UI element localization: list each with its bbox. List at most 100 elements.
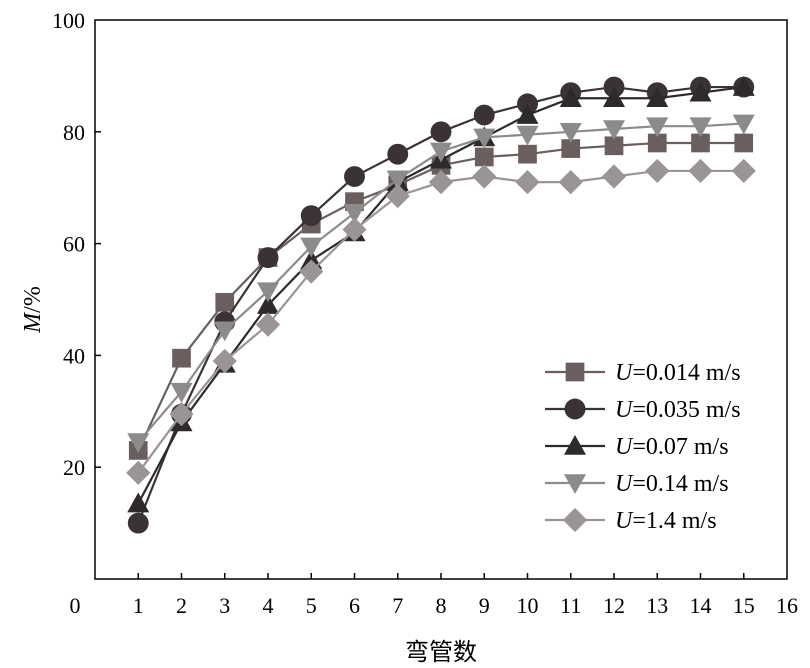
x-tick-label: 9 [479,593,490,618]
data-point [385,183,410,209]
data-point [257,282,279,303]
y-axis-title: M/% [20,286,46,334]
data-point [646,87,669,108]
data-point [212,348,237,374]
data-point [603,87,625,108]
data-point [126,460,151,485]
data-point [215,292,235,312]
data-point [732,76,755,96]
data-point [647,133,667,153]
data-point [732,114,755,135]
data-point [559,123,582,143]
data-point [691,133,710,153]
data-point [731,158,756,184]
data-point [518,144,537,164]
x-tick-label: 15 [733,593,755,618]
data-point [559,87,582,108]
data-point [344,166,365,187]
series-group [126,76,756,534]
legend-entry: U=0.014 m/s [545,360,741,386]
data-point [342,217,367,242]
legend-marker [565,362,585,382]
data-point [255,312,281,337]
x-tick-label: 4 [263,593,274,618]
data-point [561,139,581,158]
legend-entry: U=0.035 m/s [545,397,741,423]
data-point [603,76,625,98]
y-tick-label: 20 [63,455,85,480]
legend: U=0.014 m/s U=0.035 m/s U=0.07 m/s U=0.14 m… [545,360,741,534]
legend-entry: U=0.14 m/s [545,471,729,497]
x-tick-label: 5 [306,593,317,618]
data-point [127,492,150,513]
y-axis-title-italic: M [20,311,46,334]
series-5 [126,158,756,485]
y-tick-label: 100 [52,8,85,33]
legend-marker [564,435,586,455]
legend-entry: U=0.07 m/s [545,434,729,460]
x-tick-label: 12 [603,593,625,618]
data-point [601,164,627,189]
data-point [472,164,497,189]
data-point [734,133,754,153]
x-tick-label: 13 [646,593,668,618]
x-tick-label: 14 [690,593,712,618]
data-point [343,204,366,224]
data-point [170,382,193,403]
data-point [645,158,670,184]
data-point [127,512,149,534]
legend-label: U=0.07 m/s [615,434,729,460]
data-point [517,93,538,115]
legend-entry: U=1.4 m/s [545,507,717,534]
data-point [689,81,712,102]
x-tick-label: 6 [349,593,360,618]
legend-marker [562,507,588,533]
data-point [300,237,323,258]
data-point [299,259,324,284]
data-point [558,170,583,195]
legend-marker [564,474,586,494]
data-point [257,294,279,314]
data-point [300,249,323,270]
data-point [428,170,454,195]
data-point [473,128,496,149]
x-tick-label: 2 [176,593,187,618]
x-tick-label: 16 [776,593,798,618]
x-tick-label: 1 [133,593,144,618]
data-point [604,136,624,156]
x-axis-title: 弯管数 [405,639,477,666]
x-tick-label: 0 [70,593,81,618]
y-axis-title-rest: /% [20,286,46,313]
data-point [127,433,150,454]
legend-label: U=0.035 m/s [615,397,741,423]
data-point [603,120,625,141]
data-point [689,117,712,138]
data-point [386,170,409,191]
data-point [430,121,452,143]
x-tick-label: 3 [219,593,230,618]
data-point [430,142,452,163]
data-point [474,147,494,167]
data-point [300,205,322,227]
x-tick-label: 11 [560,593,581,618]
data-point [688,158,713,184]
data-point [516,104,539,124]
data-point [172,348,191,368]
legend-marker [564,398,586,420]
data-point [516,125,539,146]
y-tick-label: 80 [63,120,85,145]
y-tick-label: 40 [63,343,85,368]
y-tick-label: 60 [63,232,85,257]
data-point [515,170,540,195]
data-point [169,401,194,427]
x-tick-label: 7 [392,593,403,618]
data-point [257,247,279,269]
x-tick-label: 10 [517,593,539,618]
legend-label: U=0.14 m/s [615,471,729,497]
data-point [473,104,495,126]
legend-label: U=1.4 m/s [615,508,717,534]
data-point [646,117,669,138]
